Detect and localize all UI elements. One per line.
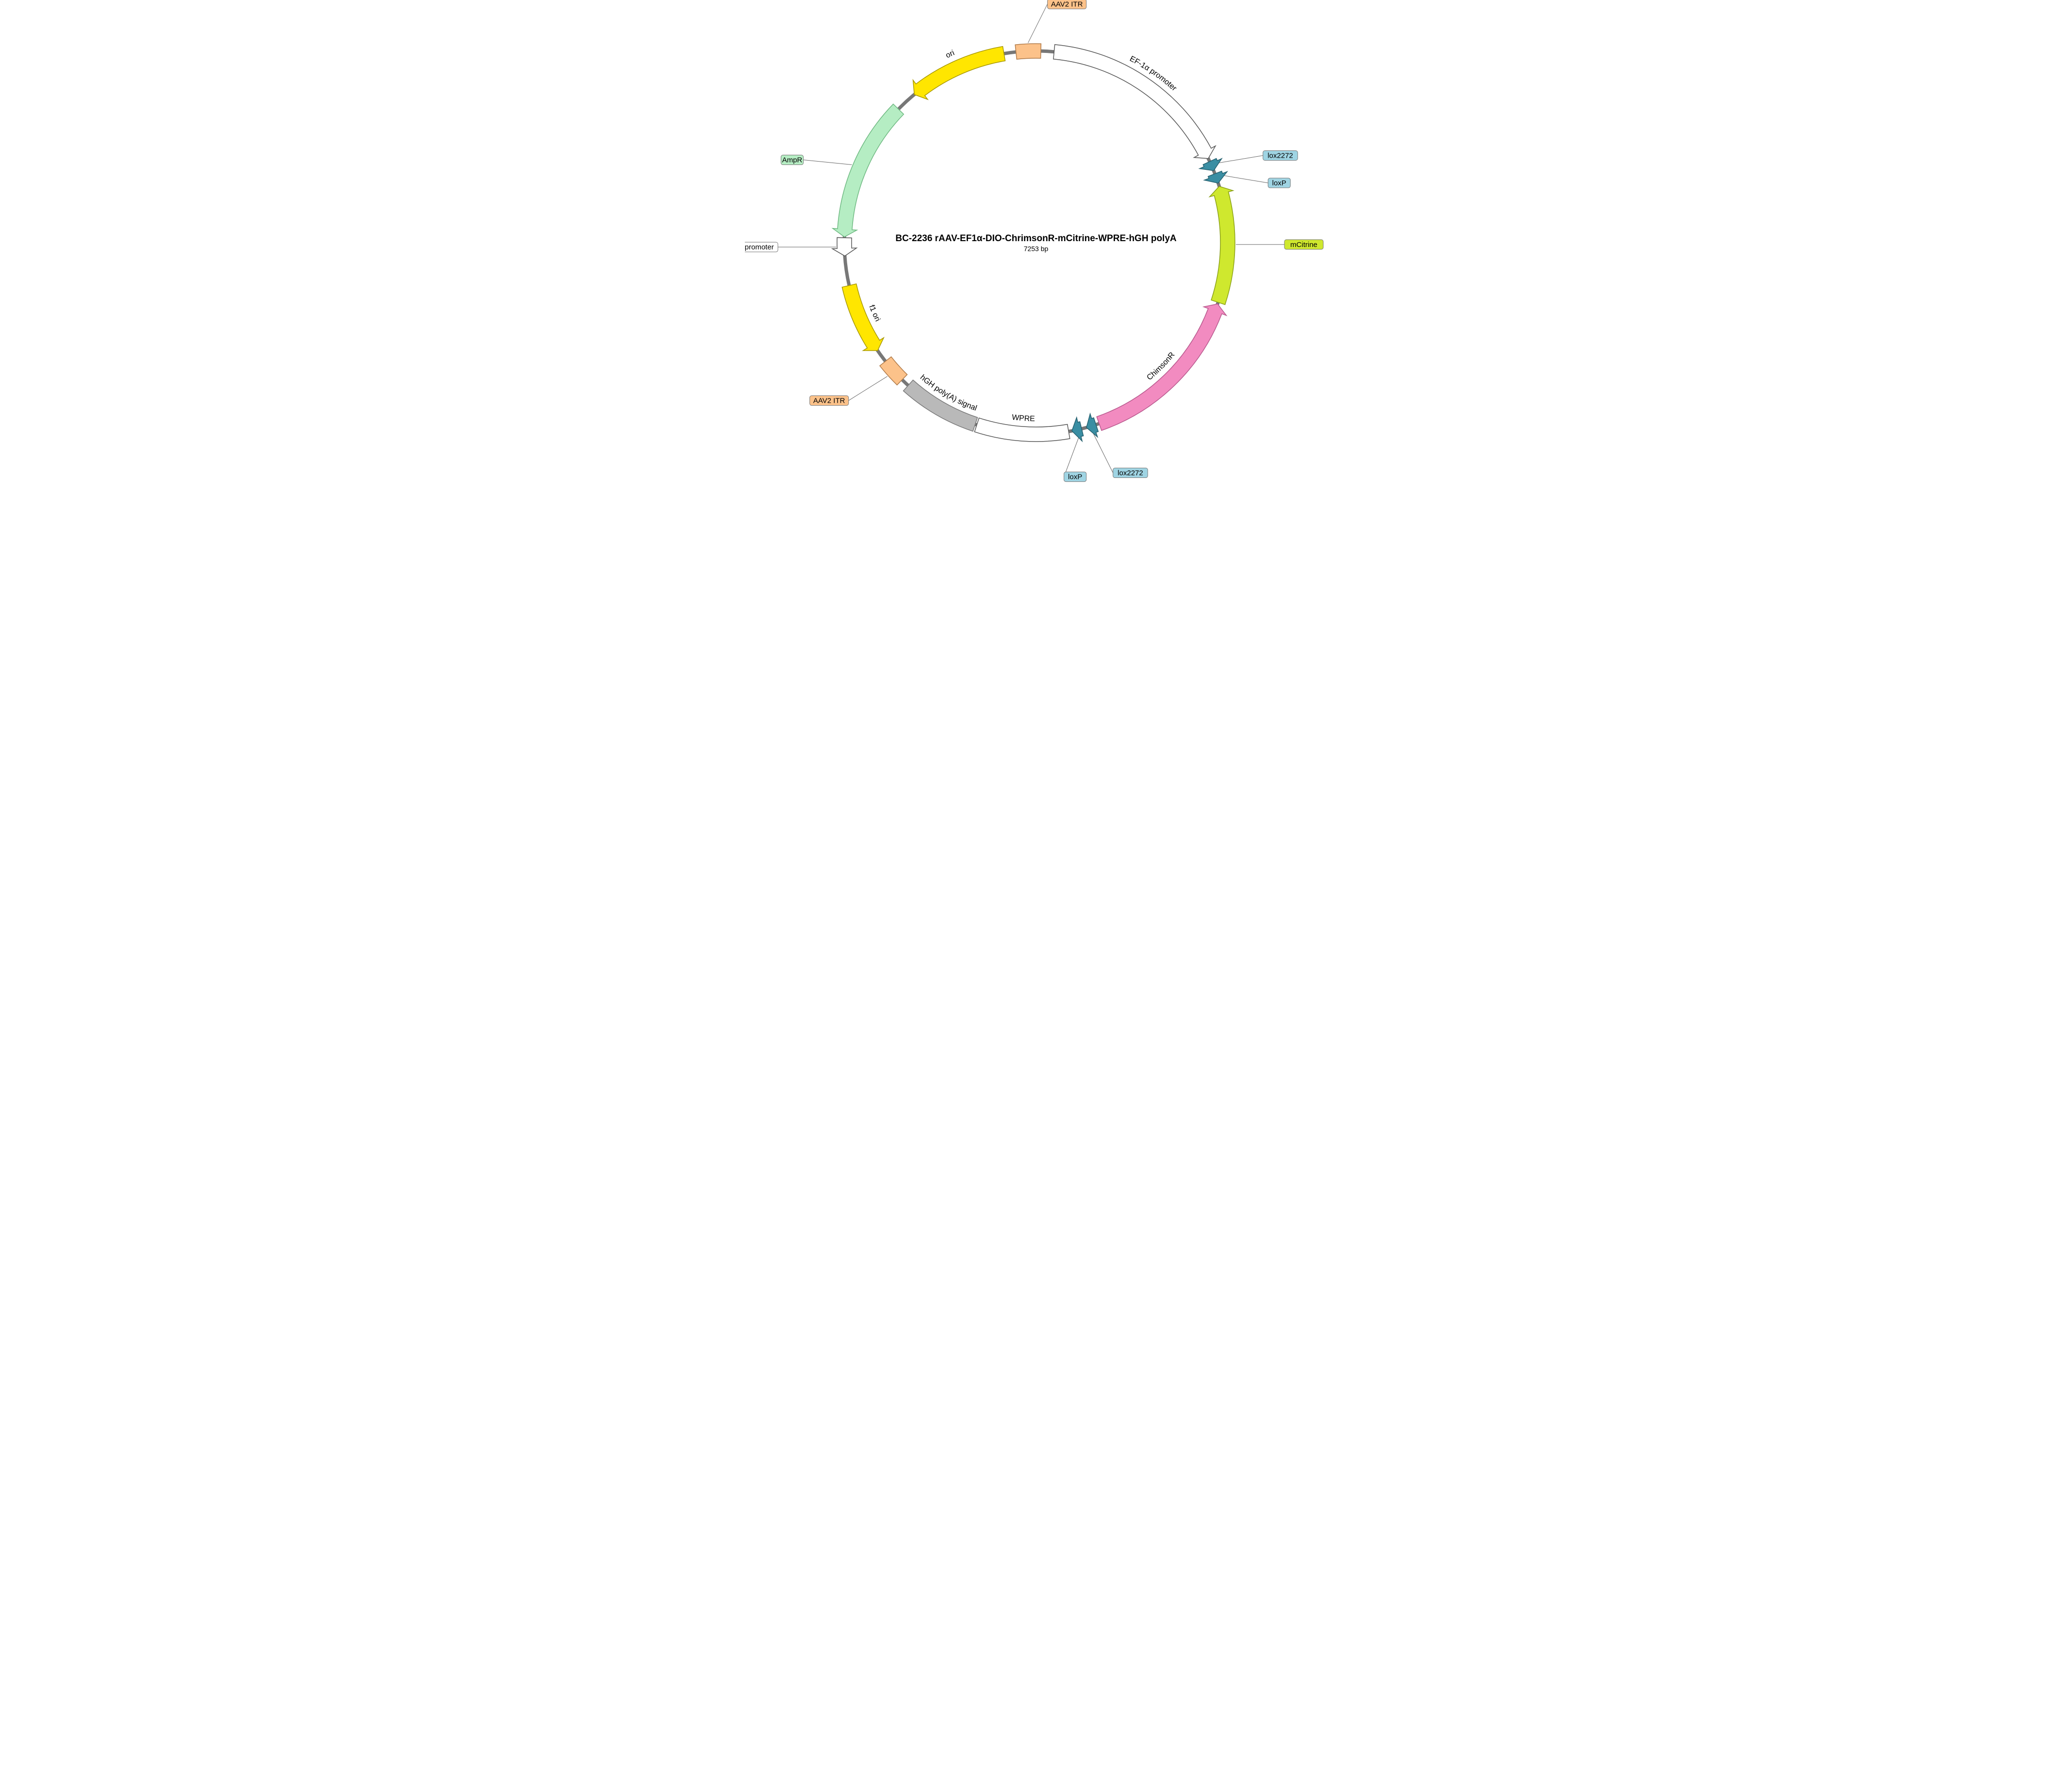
callout-line-loxp_bot [1064, 438, 1079, 477]
callout-text-loxp_bot: loxP [1068, 473, 1082, 481]
plasmid-title: BC-2236 rAAV-EF1α-DIO-ChrimsonR-mCitrine… [895, 233, 1177, 244]
callout-text-ampr_promoter: AmpR promoter [745, 243, 774, 251]
feature-lox2272_bot[interactable] [1086, 414, 1098, 437]
feature-mcitrine[interactable] [1210, 186, 1235, 305]
callout-text-aav2_itr_top: AAV2 ITR [1051, 0, 1083, 8]
callout-line-ampr [804, 160, 852, 165]
callout-text-loxp_top: loxP [1272, 179, 1286, 187]
plasmid-svg: AAV2 ITREF-1α promoterlox2272loxPmCitrin… [745, 0, 1327, 485]
plasmid-map: AAV2 ITREF-1α promoterlox2272loxPmCitrin… [745, 0, 1327, 485]
feature-ampr[interactable] [833, 104, 904, 237]
callout-text-mcitrine: mCitrine [1290, 241, 1317, 249]
callout-line-aav2_itr_bot [849, 377, 888, 401]
feature-label-f1_ori: f1 ori [867, 304, 882, 323]
callout-text-ampr: AmpR [782, 156, 803, 164]
callout-text-lox2272_top: lox2272 [1267, 151, 1293, 160]
callout-text-lox2272_bot: lox2272 [1118, 469, 1143, 477]
feature-label-ori: ori [944, 49, 955, 60]
callout-line-aav2_itr_top [1028, 4, 1048, 43]
feature-loxp_bot[interactable] [1072, 417, 1084, 441]
feature-ori[interactable] [913, 47, 1005, 99]
plasmid-size: 7253 bp [1024, 245, 1049, 253]
callout-line-lox2272_bot [1094, 434, 1113, 473]
feature-label-wpre: WPRE [1011, 413, 1035, 423]
callout-line-lox2272_top [1219, 155, 1263, 163]
callout-line-loxp_top [1224, 176, 1268, 183]
feature-aav2_itr_top[interactable] [1015, 44, 1041, 59]
callout-text-aav2_itr_bot: AAV2 ITR [813, 397, 845, 405]
feature-ampr_promoter[interactable] [832, 238, 856, 256]
